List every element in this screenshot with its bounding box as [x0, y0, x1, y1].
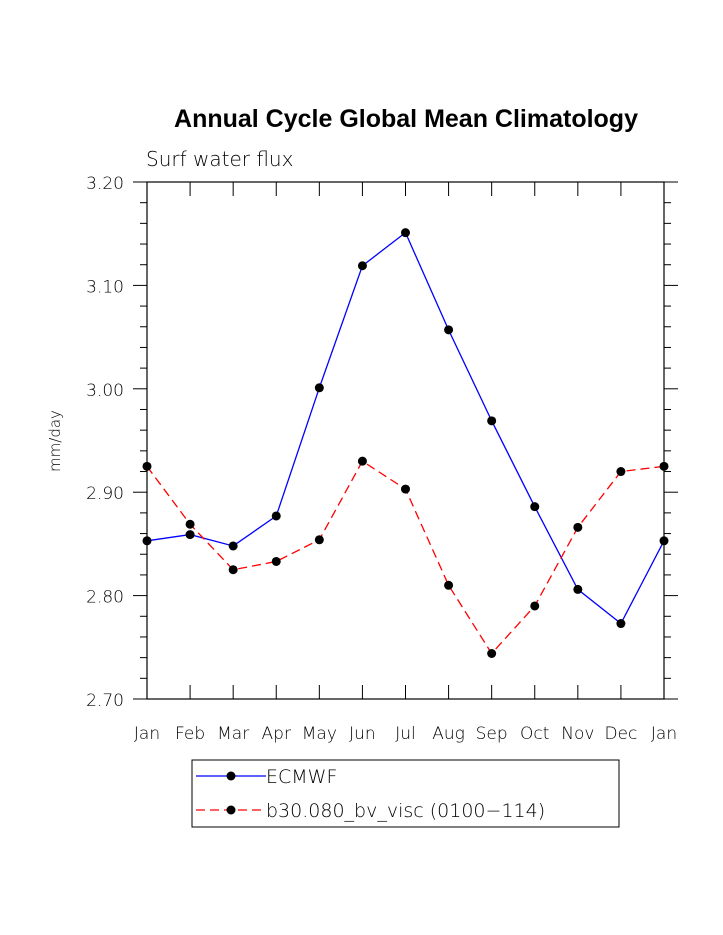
data-point — [228, 541, 238, 551]
data-point — [530, 502, 540, 512]
plot-frame — [146, 181, 665, 700]
y-axis-label: mm/day — [46, 410, 64, 472]
axis-ticks — [133, 181, 678, 700]
legend-item-1: ECMWF — [196, 766, 337, 788]
y-tick-labels: 2.70 2.80 2.90 3.00 3.10 3.20 — [86, 174, 124, 711]
data-point — [659, 461, 669, 471]
data-point — [487, 416, 497, 426]
data-point — [357, 456, 367, 466]
series-layer — [142, 228, 669, 659]
series-2 — [142, 456, 669, 659]
series-line — [146, 231, 665, 625]
x-tick-label: Dec — [604, 724, 637, 744]
y-tick-label: 2.80 — [86, 588, 124, 608]
data-point — [271, 556, 281, 566]
data-point — [271, 511, 281, 521]
data-point — [530, 601, 540, 611]
x-tick-labels: Jan Feb Mar Apr May Jun Jul Aug Sep Oct Nov Dec Jan — [134, 724, 677, 744]
x-tick-label: Feb — [175, 724, 205, 744]
data-point — [142, 461, 152, 471]
data-point — [487, 649, 497, 659]
y-tick-label: 2.70 — [86, 691, 124, 711]
legend-marker — [226, 771, 236, 781]
data-point — [185, 519, 195, 529]
y-tick-label: 2.90 — [86, 484, 124, 504]
data-point — [659, 536, 669, 546]
data-point — [444, 325, 454, 335]
legend-marker — [226, 805, 236, 815]
x-tick-label: Jan — [651, 724, 677, 744]
legend-label: ECMWF — [266, 766, 337, 788]
y-tick-label: 3.20 — [86, 174, 124, 194]
data-point — [357, 261, 367, 271]
x-tick-label: Oct — [520, 724, 549, 744]
x-tick-label: Jun — [349, 724, 376, 744]
x-tick-label: May — [302, 724, 337, 744]
y-tick-label: 3.10 — [86, 277, 124, 297]
x-tick-label: Jan — [134, 724, 160, 744]
x-tick-label: Aug — [432, 724, 465, 744]
legend: ECMWF b30.080_bv_visc (0100−114) — [191, 759, 620, 828]
data-point — [314, 383, 324, 393]
x-tick-label: Mar — [217, 724, 249, 744]
data-point — [573, 584, 583, 594]
legend-item-2: b30.080_bv_visc (0100−114) — [196, 800, 545, 822]
series-1 — [142, 228, 669, 629]
data-point — [616, 467, 626, 477]
data-point — [401, 484, 410, 494]
x-tick-label: Sep — [476, 724, 508, 744]
data-point — [314, 535, 324, 545]
data-point — [444, 580, 454, 590]
chart-subtitle: Surf water flux — [146, 147, 293, 171]
x-tick-label: Jul — [395, 724, 416, 744]
x-tick-label: Apr — [262, 724, 291, 744]
data-point — [401, 228, 410, 238]
legend-box — [191, 759, 620, 828]
chart-title: Annual Cycle Global Mean Climatology — [174, 105, 638, 133]
data-point — [573, 522, 583, 532]
data-point — [228, 565, 238, 575]
data-point — [142, 536, 152, 546]
x-tick-label: Nov — [561, 724, 594, 744]
data-point — [616, 619, 626, 629]
y-tick-label: 3.00 — [86, 381, 124, 401]
data-point — [185, 530, 195, 540]
legend-label: b30.080_bv_visc (0100−114) — [266, 800, 545, 822]
